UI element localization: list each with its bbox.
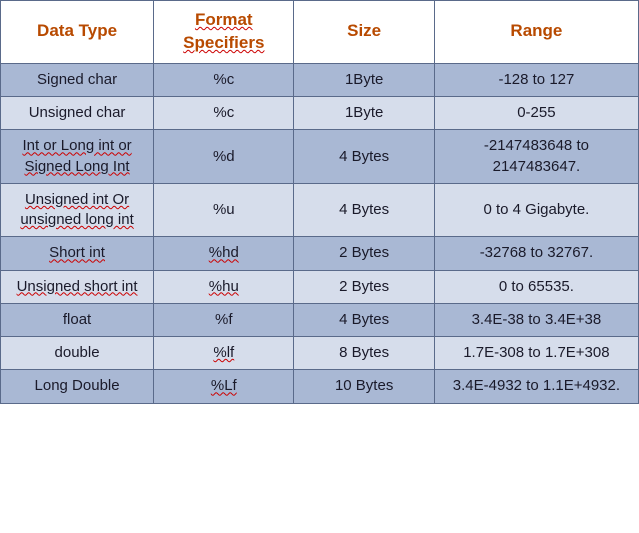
cell-text: 4 Bytes [339, 311, 389, 328]
cell-specifier: %hd [154, 237, 294, 270]
table-row: Signed char %c 1Byte -128 to 127 [1, 63, 639, 96]
cell-size: 2 Bytes [294, 270, 434, 303]
table-row: Int or Long int or Signed Long Int %d 4 … [1, 130, 639, 184]
table-body: Signed char %c 1Byte -128 to 127 Unsigne… [1, 63, 639, 403]
cell-text: %hd [209, 244, 239, 261]
cell-text: %u [213, 201, 235, 218]
cell-text: 1Byte [345, 104, 383, 121]
cell-datatype: Int or Long int or Signed Long Int [1, 130, 154, 184]
col-header-size: Size [294, 1, 434, 64]
cell-text: 0-255 [517, 104, 555, 121]
cell-text: 0 to 4 Gigabyte. [483, 201, 589, 218]
cell-text: Signed char [37, 71, 117, 88]
cell-text: -32768 to 32767. [480, 244, 593, 261]
cell-text: 8 Bytes [339, 344, 389, 361]
cell-datatype: Short int [1, 237, 154, 270]
cell-text: 2 Bytes [339, 278, 389, 295]
cell-specifier: %lf [154, 337, 294, 370]
cell-text: 4 Bytes [339, 148, 389, 165]
cell-size: 1Byte [294, 97, 434, 130]
cell-text: 2 Bytes [339, 244, 389, 261]
col-header-datatype: Data Type [1, 1, 154, 64]
cell-range: -128 to 127 [434, 63, 638, 96]
cell-size: 8 Bytes [294, 337, 434, 370]
cell-text: Unsigned short int [17, 278, 138, 295]
cell-text: float [63, 311, 91, 328]
cell-datatype: double [1, 337, 154, 370]
cell-datatype: Unsigned char [1, 97, 154, 130]
cell-specifier: %d [154, 130, 294, 184]
cell-size: 4 Bytes [294, 130, 434, 184]
cell-text: %d [213, 148, 235, 165]
cell-datatype: float [1, 303, 154, 336]
cell-text: double [55, 344, 100, 361]
cell-datatype: Signed char [1, 63, 154, 96]
cell-text: 0 to 65535. [499, 278, 574, 295]
cell-text: %hu [209, 278, 239, 295]
cell-text: 10 Bytes [335, 377, 393, 394]
cell-specifier: %c [154, 63, 294, 96]
cell-text: Long Double [35, 377, 120, 394]
cell-specifier: %hu [154, 270, 294, 303]
cell-text: Int or Long int or Signed Long Int [22, 137, 131, 174]
table-row: Unsigned int Or unsigned long int %u 4 B… [1, 183, 639, 237]
table-row: float %f 4 Bytes 3.4E-38 to 3.4E+38 [1, 303, 639, 336]
cell-datatype: Unsigned int Or unsigned long int [1, 183, 154, 237]
cell-range: -32768 to 32767. [434, 237, 638, 270]
cell-text: 1Byte [345, 71, 383, 88]
table-row: Long Double %Lf 10 Bytes 3.4E-4932 to 1.… [1, 370, 639, 403]
cell-range: 3.4E-38 to 3.4E+38 [434, 303, 638, 336]
cell-datatype: Long Double [1, 370, 154, 403]
cell-range: 0-255 [434, 97, 638, 130]
cell-datatype: Unsigned short int [1, 270, 154, 303]
table-row: Unsigned short int %hu 2 Bytes 0 to 6553… [1, 270, 639, 303]
header-text: Size [347, 21, 381, 40]
table-row: double %lf 8 Bytes 1.7E-308 to 1.7E+308 [1, 337, 639, 370]
datatype-table: Data Type Format Specifiers Size Range S… [0, 0, 639, 404]
header-text: Data Type [37, 21, 117, 40]
cell-specifier: %Lf [154, 370, 294, 403]
cell-text: Unsigned int Or unsigned long int [20, 191, 133, 228]
cell-text: 3.4E-38 to 3.4E+38 [472, 311, 602, 328]
cell-range: 3.4E-4932 to 1.1E+4932. [434, 370, 638, 403]
cell-text: -128 to 127 [498, 71, 574, 88]
col-header-range: Range [434, 1, 638, 64]
cell-size: 10 Bytes [294, 370, 434, 403]
cell-specifier: %c [154, 97, 294, 130]
cell-text: Short int [49, 244, 105, 261]
cell-size: 1Byte [294, 63, 434, 96]
header-text: Range [510, 21, 562, 40]
cell-text: 3.4E-4932 to 1.1E+4932. [453, 377, 620, 394]
cell-text: 1.7E-308 to 1.7E+308 [463, 344, 609, 361]
cell-text: Unsigned char [29, 104, 126, 121]
cell-range: 0 to 65535. [434, 270, 638, 303]
cell-range: 1.7E-308 to 1.7E+308 [434, 337, 638, 370]
col-header-specifier: Format Specifiers [154, 1, 294, 64]
cell-size: 4 Bytes [294, 183, 434, 237]
cell-size: 4 Bytes [294, 303, 434, 336]
datatype-table-container: Data Type Format Specifiers Size Range S… [0, 0, 639, 404]
header-text: Format Specifiers [183, 10, 264, 52]
cell-text: %c [213, 104, 234, 121]
cell-specifier: %f [154, 303, 294, 336]
header-row: Data Type Format Specifiers Size Range [1, 1, 639, 64]
cell-specifier: %u [154, 183, 294, 237]
cell-range: -2147483648 to 2147483647. [434, 130, 638, 184]
cell-text: %c [213, 71, 234, 88]
cell-text: %Lf [211, 377, 237, 394]
table-row: Short int %hd 2 Bytes -32768 to 32767. [1, 237, 639, 270]
cell-text: %lf [213, 344, 234, 361]
cell-text: 4 Bytes [339, 201, 389, 218]
cell-text: %f [215, 311, 233, 328]
cell-text: -2147483648 to 2147483647. [484, 137, 589, 174]
table-row: Unsigned char %c 1Byte 0-255 [1, 97, 639, 130]
cell-range: 0 to 4 Gigabyte. [434, 183, 638, 237]
cell-size: 2 Bytes [294, 237, 434, 270]
